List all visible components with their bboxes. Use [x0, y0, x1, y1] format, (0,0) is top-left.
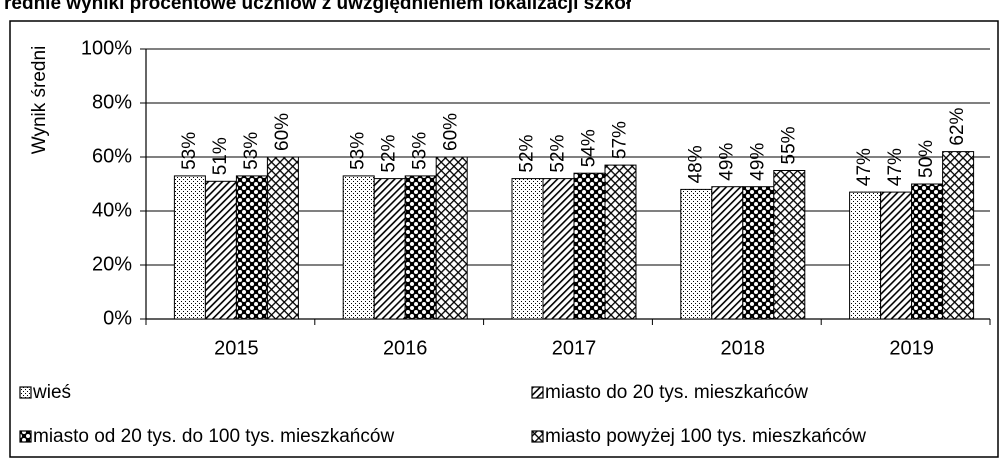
data-label: 48% [685, 145, 706, 183]
data-label: 53% [410, 132, 431, 170]
bar [942, 151, 975, 320]
bar [773, 170, 806, 320]
bar [373, 178, 406, 320]
legend-swatch [19, 386, 32, 399]
data-label: 55% [778, 126, 799, 164]
bar [204, 180, 237, 320]
bar [680, 188, 713, 320]
legend-swatch [531, 386, 544, 399]
legend-label: miasto do 20 tys. mieszkańców [545, 382, 808, 403]
y-tick-label: 0% [103, 307, 132, 329]
bar [266, 156, 299, 320]
y-axis-label: Wynik średni [29, 46, 50, 155]
legend-label: miasto od 20 tys. do 100 tys. mieszkańcó… [33, 426, 394, 447]
data-label: 51% [210, 137, 231, 175]
x-tick-label: 2018 [721, 337, 766, 359]
data-label: 52% [517, 134, 538, 172]
bar [604, 164, 637, 320]
data-label: 53% [179, 132, 200, 170]
bar [711, 186, 744, 320]
bar [435, 156, 468, 320]
bar [911, 183, 944, 320]
data-label: 62% [947, 107, 968, 145]
bar [235, 175, 268, 320]
y-tick-label: 80% [92, 91, 132, 113]
bar [573, 172, 606, 320]
bar [880, 191, 913, 320]
chart-frame [9, 20, 999, 458]
data-label: 60% [272, 113, 293, 151]
y-tick-label: 20% [92, 253, 132, 275]
data-label: 53% [241, 132, 262, 170]
y-tick-label: 100% [81, 37, 132, 59]
data-label: 60% [441, 113, 462, 151]
bar [342, 175, 375, 320]
legend-label: wieś [32, 382, 71, 403]
data-label: 54% [579, 129, 600, 167]
legend-swatch [531, 430, 544, 443]
x-tick-label: 2019 [889, 337, 934, 359]
bar [849, 191, 882, 320]
data-label: 52% [548, 134, 569, 172]
x-tick-label: 2017 [552, 337, 597, 359]
data-label: 47% [885, 148, 906, 186]
bar [742, 186, 775, 320]
data-label: 57% [610, 121, 631, 159]
data-label: 52% [379, 134, 400, 172]
data-label: 53% [348, 132, 369, 170]
data-label: 50% [916, 140, 937, 178]
x-tick-label: 2015 [214, 337, 259, 359]
x-tick-label: 2016 [383, 337, 428, 359]
data-label: 47% [854, 148, 875, 186]
bar [511, 178, 544, 320]
bar [404, 175, 437, 320]
bar [173, 175, 206, 320]
legend-swatch [19, 430, 32, 443]
y-tick-label: 60% [92, 145, 132, 167]
bar [542, 178, 575, 320]
chart-title: rednie wyniki procentowe uczniów z uwzgl… [4, 0, 632, 14]
data-label: 49% [747, 143, 768, 181]
y-tick-label: 40% [92, 199, 132, 221]
legend-label: miasto powyżej 100 tys. mieszkańców [545, 426, 866, 447]
data-label: 49% [716, 143, 737, 181]
